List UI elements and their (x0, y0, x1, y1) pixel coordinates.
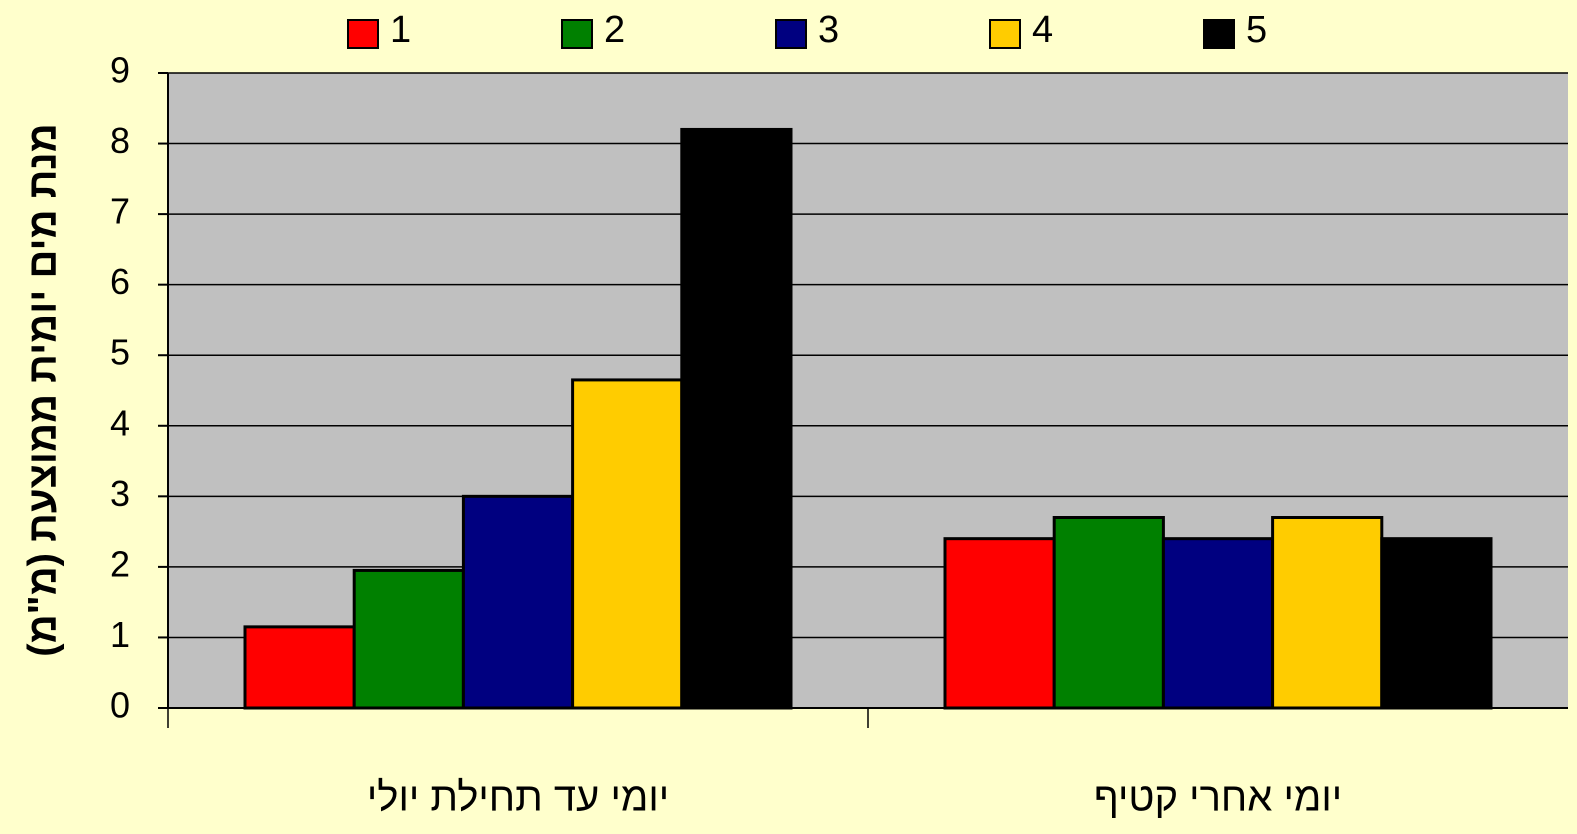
y-tick-label: 2 (110, 543, 130, 584)
bar (1380, 537, 1493, 710)
y-tick-label: 5 (110, 332, 130, 373)
legend-swatch (1203, 19, 1235, 49)
y-tick-label: 6 (110, 261, 130, 302)
y-tick-label: 9 (110, 50, 130, 91)
legend-label: 1 (390, 9, 411, 51)
x-tick-label: יומי אחרי קטיף (1094, 776, 1342, 820)
legend-swatch (775, 19, 807, 49)
legend-label: 3 (818, 9, 839, 51)
y-tick-label: 7 (110, 191, 130, 232)
legend-label: 5 (1246, 9, 1267, 51)
x-tick-label: יומי עד תחילת יולי (367, 776, 669, 820)
y-tick-label: 0 (110, 685, 130, 726)
bar (1161, 537, 1275, 710)
bar (1271, 516, 1384, 710)
bar (571, 378, 684, 710)
legend-swatch (347, 19, 379, 49)
bar (943, 537, 1056, 710)
bar (352, 568, 465, 710)
legend-swatch (989, 19, 1021, 49)
bar (461, 494, 575, 710)
y-tick-label: 1 (110, 614, 130, 655)
y-axis-label: מנת מים יומית ממוצעת (מ"מ) (21, 123, 65, 656)
legend-label: 2 (604, 9, 625, 51)
y-tick-label: 3 (110, 473, 130, 514)
y-tick-label: 8 (110, 120, 130, 161)
y-tick-label: 4 (110, 402, 130, 443)
legend-swatch (561, 19, 593, 49)
bar (243, 625, 356, 710)
legend-label: 4 (1032, 9, 1053, 51)
bar (680, 127, 793, 710)
bar (1052, 516, 1165, 710)
